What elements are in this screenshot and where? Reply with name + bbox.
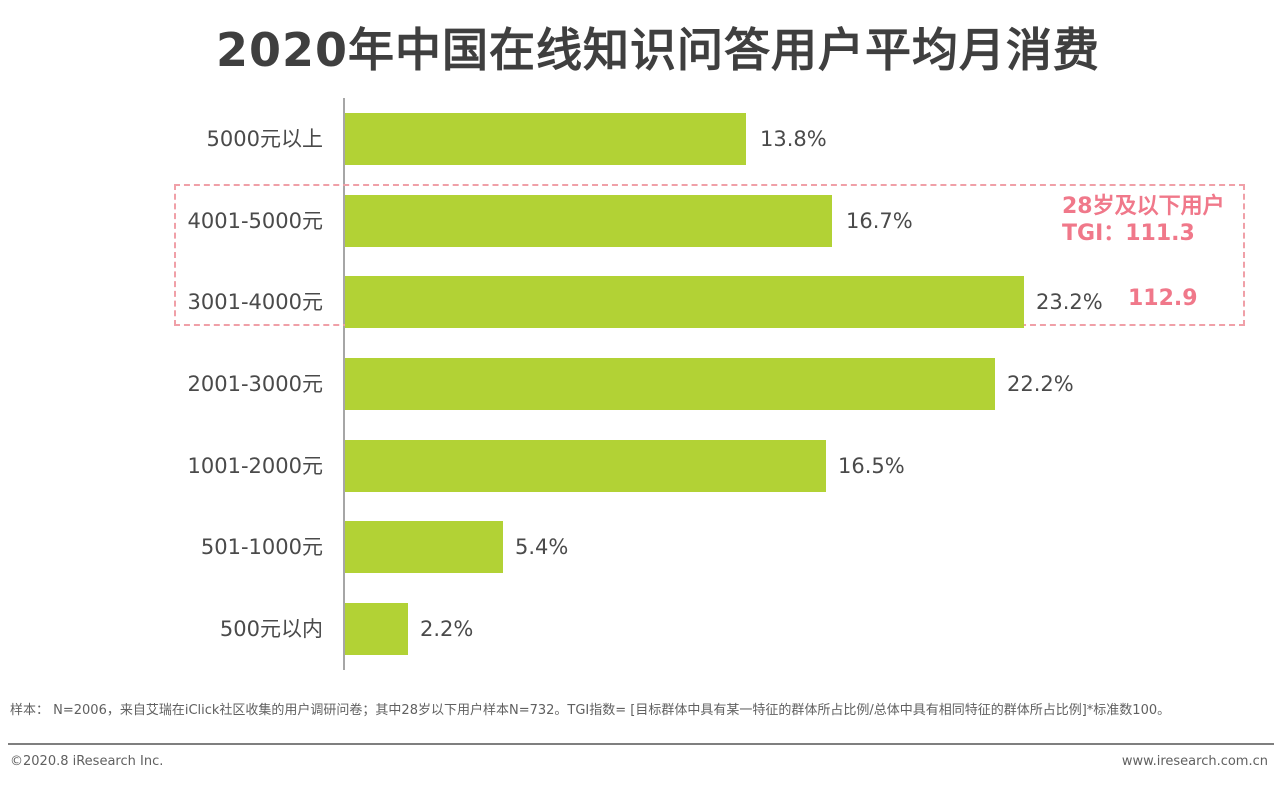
sample-note: 样本： N=2006，来自艾瑞在iClick社区收集的用户调研问卷；其中28岁以…	[10, 703, 1171, 718]
bar	[345, 113, 746, 165]
value-label: 13.8%	[760, 127, 827, 151]
bar	[345, 521, 503, 573]
tgi-annotation: 28岁及以下用户 TGI：111.3	[1062, 193, 1225, 247]
copyright: ©2020.8 iResearch Inc.	[10, 754, 164, 769]
tgi-group-label: 28岁及以下用户	[1062, 194, 1225, 219]
bar-row: 2001-3000元 22.2%	[0, 358, 1280, 410]
bar	[345, 358, 995, 410]
value-label: 16.7%	[846, 209, 913, 233]
bar-row: 500元以内 2.2%	[0, 603, 1280, 655]
value-label: 22.2%	[1007, 372, 1074, 396]
value-label: 5.4%	[515, 535, 569, 559]
bar-row: 501-1000元 5.4%	[0, 521, 1280, 573]
category-label: 4001-5000元	[187, 209, 323, 233]
value-label: 16.5%	[838, 454, 905, 478]
category-label: 2001-3000元	[187, 372, 323, 396]
category-label: 1001-2000元	[187, 454, 323, 478]
bar	[345, 603, 408, 655]
bar	[345, 440, 826, 492]
category-label: 501-1000元	[200, 535, 323, 559]
footer-divider	[8, 743, 1274, 745]
bar	[345, 195, 832, 247]
category-label: 3001-4000元	[187, 290, 323, 314]
y-axis-line	[343, 98, 345, 670]
tgi-second-value: 112.9	[1128, 286, 1198, 311]
value-label: 2.2%	[420, 617, 474, 641]
category-label: 500元以内	[219, 617, 323, 641]
tgi-first-value: TGI：111.3	[1062, 221, 1195, 246]
value-label: 23.2%	[1036, 290, 1103, 314]
bar-row: 5000元以上 13.8%	[0, 113, 1280, 165]
bar	[345, 276, 1024, 328]
chart-title: 2020年中国在线知识问答用户平均月消费	[215, 23, 1101, 77]
bar-row: 1001-2000元 16.5%	[0, 440, 1280, 492]
category-label: 5000元以上	[206, 127, 323, 151]
bar-row: 3001-4000元 23.2%	[0, 276, 1280, 328]
bar-row: 4001-5000元 16.7%	[0, 195, 1280, 247]
website-link[interactable]: www.iresearch.com.cn	[1121, 754, 1268, 769]
